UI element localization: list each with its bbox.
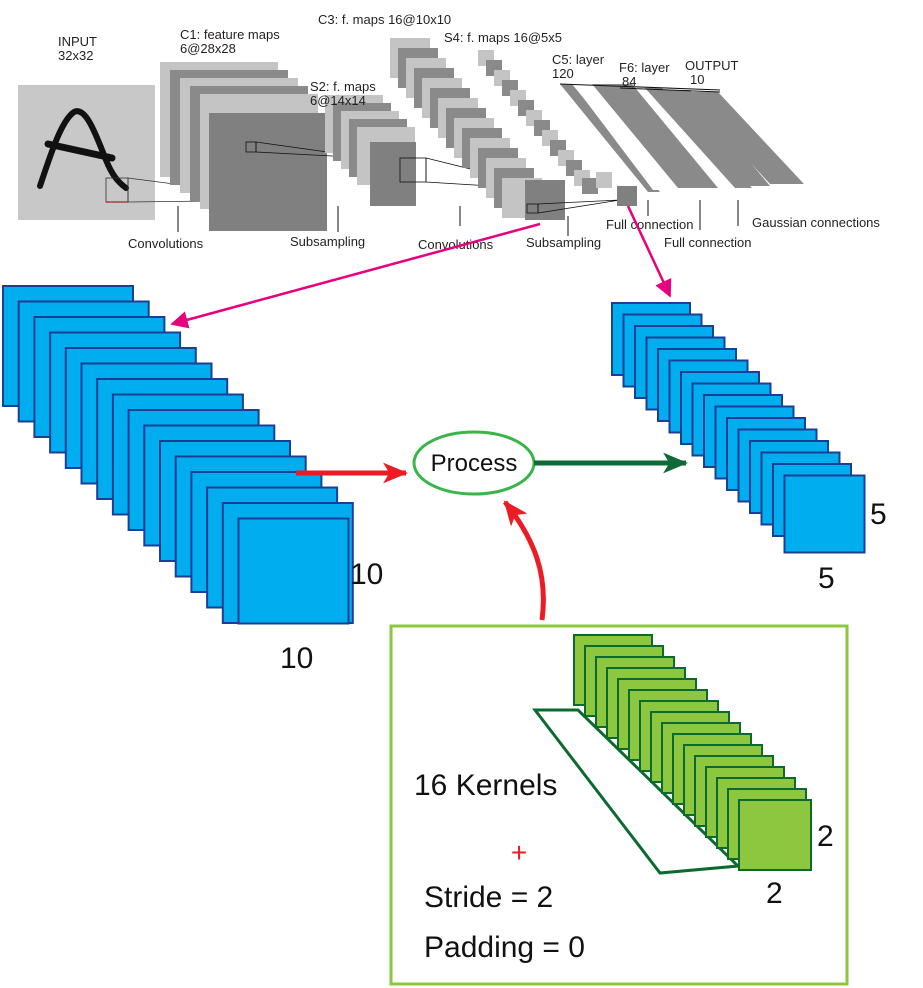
output-stack-width-label: 5 <box>870 498 887 531</box>
pink-arrow-to-input-stack <box>170 222 541 329</box>
c3-feature-maps <box>390 38 621 220</box>
plus-sign: + <box>511 837 527 868</box>
input-size-label: 32x32 <box>58 48 93 63</box>
output-map-16 <box>783 474 866 554</box>
output-stack-height-label: 5 <box>818 562 835 595</box>
padding-label: Padding = 0 <box>424 931 585 964</box>
op-full-connection-2: Full connection <box>664 235 751 250</box>
pink-arrow-to-output-stack <box>626 205 672 298</box>
output-layer-band <box>685 92 804 184</box>
s4-feature-maps <box>478 50 637 206</box>
c1-feature-maps <box>160 62 371 231</box>
c5-size-label: 120 <box>552 66 574 81</box>
red-arrow-from-kernels <box>503 500 546 621</box>
kernel-height-label: 2 <box>766 877 783 910</box>
kernel-16 <box>738 799 812 871</box>
kernel-width-label: 2 <box>817 820 834 853</box>
input-label: INPUT <box>58 34 97 49</box>
op-subsampling-2: Subsampling <box>526 235 601 250</box>
c1-size-label: 6@28x28 <box>180 41 236 56</box>
s2-feature-maps <box>325 95 557 206</box>
f6-size-label: 84 <box>622 74 636 89</box>
stride-label: Stride = 2 <box>424 881 553 914</box>
c3-label: C3: f. maps 16@10x10 <box>318 12 451 27</box>
c1-label: C1: feature maps <box>180 27 280 42</box>
output-feature-stack <box>611 302 866 554</box>
f6-label: F6: layer <box>619 60 670 75</box>
s2-label: S2: f. maps <box>310 79 376 94</box>
op-gaussian-connections: Gaussian connections <box>752 215 880 230</box>
input-stack-height-label: 10 <box>280 642 313 675</box>
c5-label: C5: layer <box>552 52 605 67</box>
op-convolutions-1: Convolutions <box>128 236 204 251</box>
process-label: Process <box>431 450 518 477</box>
input-feature-stack <box>2 285 354 625</box>
s2-size-label: 6@14x14 <box>310 93 366 108</box>
output-label: OUTPUT <box>685 58 739 73</box>
input-map-16 <box>237 517 350 625</box>
output-size-label: 10 <box>690 72 704 87</box>
input-stack-width-label: 10 <box>350 558 383 591</box>
op-full-connection-1: Full connection <box>606 217 693 232</box>
op-subsampling-1: Subsampling <box>290 234 365 249</box>
kernel-stack <box>573 634 812 871</box>
s4-label: S4: f. maps 16@5x5 <box>444 30 562 45</box>
lenet-architecture: INPUT 32x32 C1: feature maps 6@28x28 S2:… <box>18 12 880 252</box>
kernels-count-label: 16 Kernels <box>414 769 557 802</box>
